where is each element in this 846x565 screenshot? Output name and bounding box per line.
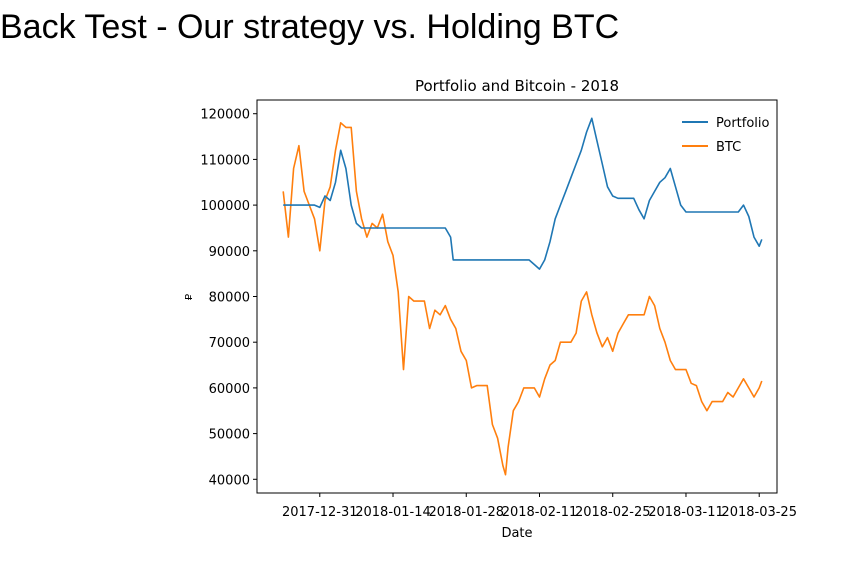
series-lines	[282, 117, 763, 476]
x-axis-label: Date	[501, 526, 532, 541]
y-tick-label: 60000	[209, 382, 250, 397]
y-tick-label: 110000	[200, 153, 250, 168]
y-axis: 40000 50000 60000 70000 80000 90000 100000 1100…	[200, 108, 257, 488]
x-tick-label: 2017-12-31	[282, 505, 358, 520]
y-tick-label: 70000	[209, 336, 250, 351]
x-axis: 2017-12-312018-01-142018-01-282018-02-11…	[282, 493, 797, 520]
series-line-portfolio	[283, 117, 763, 270]
y-axis-label: ₽	[184, 293, 195, 300]
y-tick-label: 50000	[209, 428, 250, 443]
slide-title: Back Test - Our strategy vs. Holding BTC	[0, 8, 620, 46]
x-tick-label: 2018-01-14	[355, 505, 431, 520]
y-tick-label: 100000	[200, 199, 250, 214]
series-line-btc	[282, 122, 763, 476]
legend: Portfolio BTC	[682, 116, 770, 155]
y-tick-label: 40000	[209, 473, 250, 488]
legend-label-portfolio: Portfolio	[716, 116, 770, 131]
x-tick-label: 2018-02-11	[502, 505, 578, 520]
legend-label-btc: BTC	[716, 140, 741, 155]
y-tick-label: 120000	[200, 108, 250, 123]
y-tick-label: 90000	[209, 245, 250, 260]
y-tick-label: 80000	[209, 291, 250, 306]
x-tick-label: 2018-02-25	[575, 505, 651, 520]
x-tick-label: 2018-01-28	[428, 505, 504, 520]
chart-title: Portfolio and Bitcoin - 2018	[415, 77, 619, 95]
x-tick-label: 2018-03-11	[648, 505, 724, 520]
x-tick-label: 2018-03-25	[721, 505, 797, 520]
